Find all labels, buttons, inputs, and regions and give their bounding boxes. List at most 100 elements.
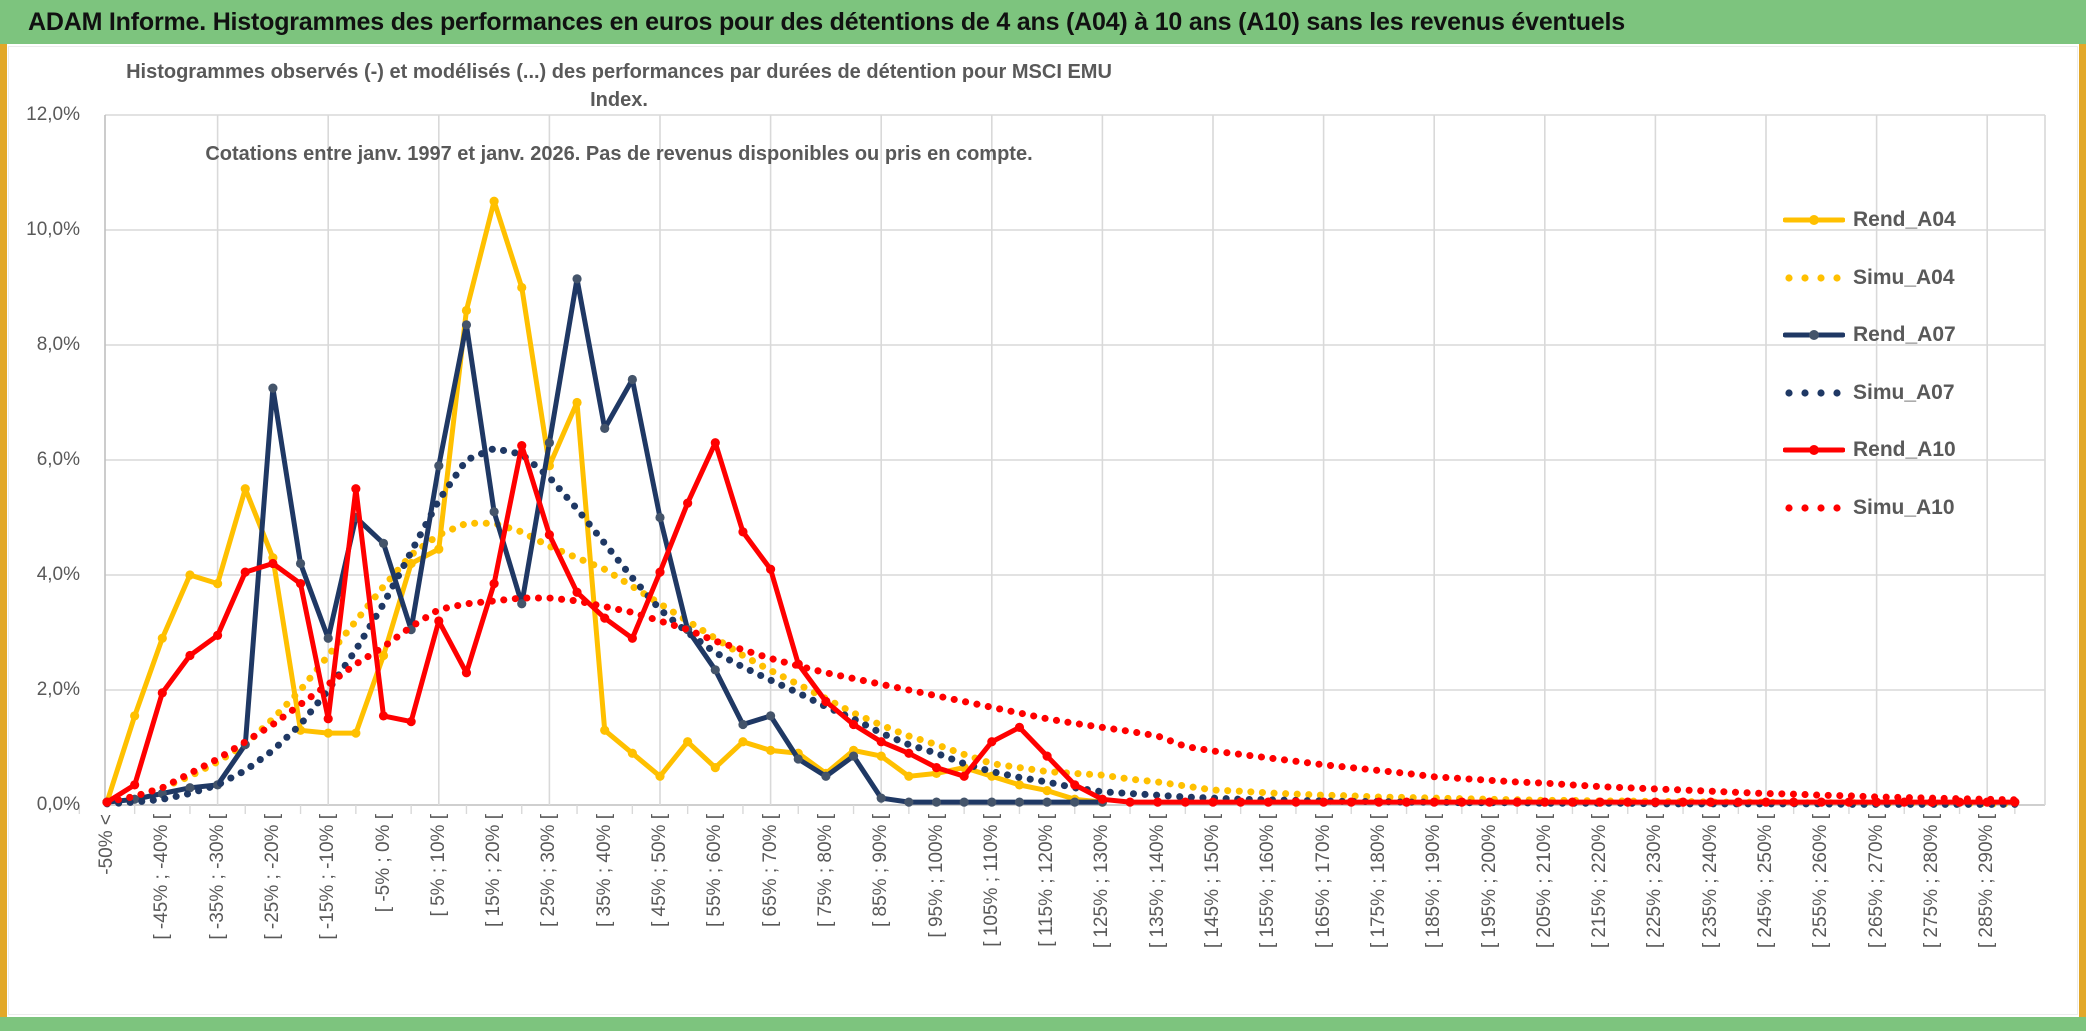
y-axis-tick-label: 2,0%: [36, 679, 80, 700]
series-Rend_A10-marker: [1319, 797, 1329, 807]
series-Rend_A04-marker: [600, 725, 610, 735]
x-axis-tick-label: [ 145% ; 150% [: [1202, 814, 1223, 949]
series-Rend_A10-marker: [1014, 722, 1025, 732]
series-Rend_A10-marker: [1401, 797, 1412, 807]
x-axis-tick-label: [ 225% ; 230% [: [1644, 814, 1666, 949]
solid-line-swatch-icon: [1783, 445, 1845, 455]
y-axis-tick-label: 12,0%: [26, 104, 80, 125]
series-Rend_A10-marker: [738, 527, 748, 537]
series-Rend_A10-marker: [240, 567, 250, 577]
legend-item-Simu_A04[interactable]: Simu_A04: [1783, 263, 1955, 293]
series-Rend_A10-marker: [1346, 797, 1356, 807]
x-axis-tick-label: [ 75% ; 80% [: [814, 814, 836, 928]
series-Rend_A10-marker: [1733, 797, 1743, 807]
series-Rend_A10-marker: [1070, 780, 1080, 790]
series-Rend_A07-marker: [572, 274, 582, 284]
series-Rend_A10-marker: [1374, 797, 1384, 807]
series-Rend_A07-marker: [268, 383, 278, 393]
series-Rend_A10-marker: [987, 737, 997, 747]
series-Rend_A04-marker: [434, 544, 444, 554]
x-axis-tick-label: [ 115% ; 120% [: [1036, 814, 1058, 947]
x-axis-tick-label: [ 255% ; 260% [: [1810, 814, 1832, 949]
series-Rend_A07-marker: [931, 797, 942, 807]
series-Rend_A10-marker: [572, 587, 582, 597]
series-Rend_A10-marker: [185, 650, 195, 661]
series-Rend_A07-marker: [793, 754, 803, 764]
series-Rend_A04-marker: [240, 484, 250, 494]
series-Rend_A10-marker: [766, 564, 776, 574]
series-Rend_A04-marker: [517, 282, 527, 293]
series-Rend_A07-marker: [600, 423, 610, 433]
series-Rend_A10-marker: [1595, 797, 1605, 807]
series-Rend_A10-marker: [406, 717, 416, 727]
series-Rend_A04-marker: [157, 633, 167, 643]
series-Rend_A10-marker: [351, 484, 361, 494]
series-Rend_A10-marker: [1623, 797, 1633, 807]
series-Rend_A10-marker: [1567, 797, 1578, 807]
series-Rend_A10-marker: [1153, 797, 1163, 807]
y-axis-tick-label: 6,0%: [36, 449, 80, 470]
series-Rend_A10-marker: [1761, 797, 1771, 807]
x-axis-tick-label: [ 275% ; 280% [: [1920, 814, 1942, 949]
series-Rend_A07-marker: [848, 751, 859, 761]
series-Rend_A10-marker: [268, 558, 278, 569]
series-Rend_A04-marker: [130, 711, 140, 721]
series-Rend_A10-marker: [1263, 797, 1273, 807]
series-Rend_A07-marker: [544, 438, 555, 448]
x-axis-tick-label: [ 165% ; 170% [: [1312, 814, 1334, 949]
legend-item-Simu_A07[interactable]: Simu_A07: [1783, 378, 1955, 408]
legend-item-Rend_A07[interactable]: Rend_A07: [1783, 320, 1956, 350]
x-axis-tick-label: [ -25% ; -20% [: [261, 814, 283, 940]
series-Rend_A07-marker: [987, 797, 997, 807]
series-Rend_A04-marker: [655, 771, 665, 781]
series-Rend_A10-marker: [1789, 797, 1799, 807]
x-axis-tick-label: [ 235% ; 240% [: [1699, 814, 1721, 949]
bottom-border-strip: [0, 1017, 2086, 1031]
x-axis-tick-label: [ -5% ; 0% [: [372, 814, 394, 913]
series-Rend_A10-marker: [1706, 797, 1716, 807]
y-axis-tick-label: 4,0%: [36, 564, 80, 585]
series-Rend_A04-marker: [904, 771, 914, 781]
series-Rend_A10-marker: [959, 771, 969, 781]
series-Rend_A07-marker: [876, 793, 886, 803]
chart-title: Histogrammes observés (-) et modélisés (…: [99, 58, 1139, 168]
series-Rend_A10-marker: [848, 719, 859, 730]
x-axis-tick-label: [ 55% ; 60% [: [704, 814, 726, 928]
series-Rend_A07-marker: [1070, 797, 1080, 807]
series-Rend_A07-marker: [323, 633, 333, 643]
series-Rend_A04-marker: [683, 737, 693, 747]
dotted-line-swatch-icon: [1785, 273, 1841, 282]
y-axis-tick-label: 8,0%: [36, 334, 80, 355]
series-Rend_A10-marker: [295, 579, 306, 589]
series-Rend_A10-marker: [461, 668, 472, 678]
series-Rend_A04-marker: [627, 748, 637, 758]
series-Rend_A10-marker: [1125, 797, 1135, 807]
legend-label: Simu_A04: [1853, 265, 1955, 289]
series-Rend_A10-marker: [157, 688, 167, 698]
series-Rend_A04-marker: [1042, 786, 1052, 796]
solid-line-swatch-icon: [1783, 215, 1845, 225]
series-Rend_A10-marker: [434, 616, 444, 626]
series-Rend_A07-marker: [295, 558, 306, 569]
legend-item-Rend_A10[interactable]: Rend_A10: [1783, 435, 1956, 465]
series-Rend_A10-marker: [1540, 797, 1550, 807]
dotted-line-swatch-icon: [1785, 388, 1841, 397]
series-Rend_A10-marker: [1236, 797, 1246, 807]
series-Rend_A04-marker: [351, 728, 361, 738]
legend-item-Simu_A10[interactable]: Simu_A10: [1783, 493, 1955, 523]
x-axis-tick-label: [ 65% ; 70% [: [759, 814, 781, 928]
dotted-line-swatch-icon: [1785, 503, 1841, 512]
series-Rend_A07-marker: [710, 665, 720, 675]
x-axis-tick-label: [ 185% ; 190% [: [1423, 814, 1445, 949]
series-Rend_A10-marker: [517, 441, 527, 451]
series-Rend_A10-marker: [323, 714, 333, 724]
x-axis-tick-label: [ 245% ; 250% [: [1755, 814, 1776, 949]
legend-item-Rend_A04[interactable]: Rend_A04: [1783, 205, 1956, 235]
solid-line-swatch-icon: [1783, 330, 1845, 340]
series-Rend_A07-marker: [738, 719, 748, 730]
series-Rend_A04-marker: [461, 305, 472, 316]
series-Rend_A04-marker: [185, 570, 195, 580]
series-Simu_A04-dotted-line: [103, 519, 2019, 808]
series-Rend_A04-marker: [378, 650, 389, 661]
